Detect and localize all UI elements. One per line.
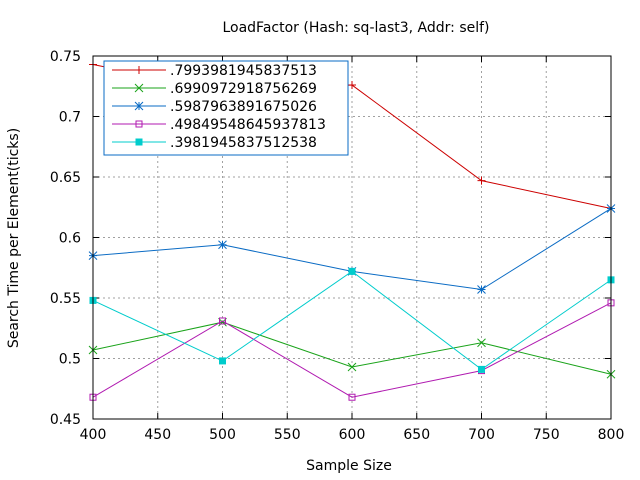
y-tick-label: 0.7 (59, 110, 81, 126)
legend-label: .3981945837512538 (170, 135, 317, 151)
y-tick-label: 0.55 (50, 291, 81, 307)
data-point (478, 365, 485, 373)
legend-swatch-marker (135, 138, 143, 146)
legend-swatch-marker (134, 83, 144, 93)
y-tick-label: 0.75 (50, 49, 81, 65)
legend-box (103, 60, 349, 156)
legend-swatch-marker (135, 66, 143, 74)
x-tick-label: 400 (80, 427, 107, 443)
data-point (348, 393, 356, 401)
legend-label: .5987963891675026 (170, 99, 317, 115)
data-point (477, 285, 486, 294)
y-tick-label: 0.6 (59, 231, 81, 247)
legend-swatch-marker (134, 101, 144, 111)
plot-frame (92, 55, 612, 420)
legend-item: .49849548645937813 (112, 117, 326, 133)
data-point (219, 317, 226, 325)
x-tick-label: 500 (209, 427, 236, 443)
y-tick-label: 0.65 (50, 170, 81, 186)
y-tick-label: 0.5 (59, 352, 81, 368)
data-point (348, 81, 356, 90)
data-point (477, 176, 486, 185)
legend-item: .6990972918756269 (112, 81, 317, 97)
legend-label: .6990972918756269 (170, 81, 317, 97)
legend-label: .49849548645937813 (170, 117, 326, 133)
x-tick-label: 700 (468, 427, 495, 443)
x-axis-label: Sample Size (306, 458, 392, 474)
y-axis-label: Search Time per Element(ticks) (6, 128, 22, 348)
x-tick-label: 750 (533, 427, 560, 443)
series-4 (89, 299, 615, 401)
legend: .7993981945837513 .6990972918756269 .59879… (103, 60, 349, 156)
legend-swatch-marker (135, 120, 143, 128)
data-point (348, 267, 356, 275)
y-tick-label: 0.45 (50, 412, 81, 428)
axis-ticks: 400 450 500 550 600 650 700 750 800 0.45 0.5 0.55 0.… (50, 49, 625, 443)
chart-title: LoadFactor (Hash: sq-last3, Addr: self) (222, 20, 489, 36)
data-point (347, 362, 357, 372)
legend-label: .7993981945837513 (170, 63, 317, 79)
legend-item: .7993981945837513 (112, 63, 317, 79)
x-tick-label: 800 (598, 427, 625, 443)
data-point (218, 240, 227, 250)
legend-item: .3981945837512538 (112, 135, 317, 151)
grid (93, 56, 611, 419)
x-tick-label: 450 (144, 427, 171, 443)
x-tick-label: 600 (339, 427, 366, 443)
x-tick-label: 550 (274, 427, 301, 443)
data-point (477, 338, 486, 348)
data-point (219, 357, 226, 365)
legend-item: .5987963891675026 (112, 99, 317, 115)
x-tick-label: 650 (403, 427, 430, 443)
series-line (92, 302, 612, 398)
